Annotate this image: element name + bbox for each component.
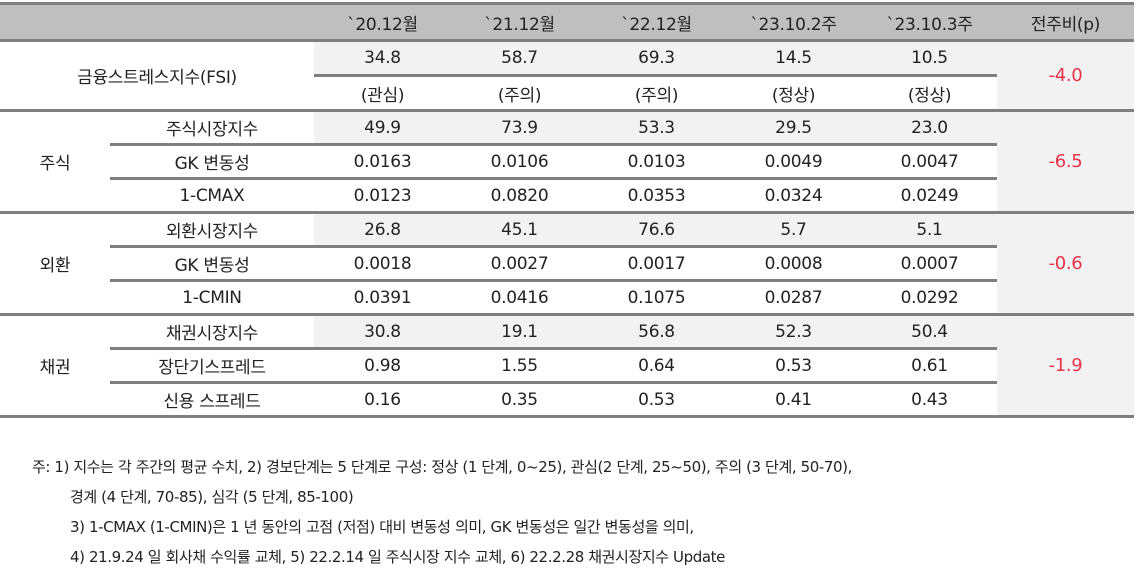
cell: 30.8 (314, 314, 451, 349)
fsi-level: (정상) (725, 74, 862, 112)
cell: 49.9 (314, 110, 451, 145)
cell: 56.8 (588, 314, 725, 349)
cell: 0.0353 (588, 177, 725, 214)
cell: 73.9 (451, 110, 588, 145)
cell: 0.35 (451, 381, 588, 418)
row-label: 장단기스프레드 (110, 347, 314, 383)
cell: 0.0049 (725, 143, 862, 179)
cell: 45.1 (451, 212, 588, 247)
cell: 0.0027 (451, 245, 588, 281)
cell: 0.0391 (314, 279, 451, 316)
table-row: 채권 채권시장지수 30.8 19.1 56.8 52.3 50.4 -1.9 (0, 314, 1134, 418)
cell: 23.0 (862, 110, 997, 145)
cell: 0.0292 (862, 279, 997, 316)
fsi-levels-row: (관심) (주의) (주의) (정상) (정상) (0, 74, 1134, 112)
cell: 0.64 (588, 347, 725, 383)
cell: 0.0123 (314, 177, 451, 214)
header-col-2212: `22.12월 (588, 2, 725, 42)
cell: 0.16 (314, 381, 451, 418)
fsi-level: (주의) (451, 74, 588, 112)
cell: 29.5 (725, 110, 862, 145)
cell: 0.43 (862, 381, 997, 418)
fsi-label: 금융스트레스지수(FSI) (0, 40, 314, 112)
group-change-stock: -6.5 (997, 110, 1134, 214)
cell: 0.0324 (725, 177, 862, 214)
table-row: 1-CMIN 0.0391 0.0416 0.1075 0.0287 0.029… (0, 279, 1134, 316)
table-row: 신용 스프레드 0.16 0.35 0.53 0.41 0.43 (0, 381, 1134, 418)
header-col-2112: `21.12월 (451, 2, 588, 42)
table-row: GK 변동성 0.0163 0.0106 0.0103 0.0049 0.004… (0, 143, 1134, 179)
cell: 1.55 (451, 347, 588, 383)
fsi-value: 58.7 (451, 40, 588, 76)
header-row: `20.12월 `21.12월 `22.12월 `23.10.2주 `23.10… (0, 2, 1134, 42)
group-label-bond: 채권 (0, 314, 110, 418)
cell: 0.0106 (451, 143, 588, 179)
footnote-line: 3) 1-CMAX (1-CMIN)은 1 년 동안의 고점 (저점) 대비 변… (70, 518, 694, 536)
footnote-line: 4) 21.9.24 일 회사채 수익률 교체, 5) 22.2.14 일 주식… (70, 548, 725, 566)
cell: 0.0103 (588, 143, 725, 179)
cell: 19.1 (451, 314, 588, 349)
fsi-level: (주의) (588, 74, 725, 112)
cell: 0.1075 (588, 279, 725, 316)
cell: 0.0163 (314, 143, 451, 179)
group-change-fx: -0.6 (997, 212, 1134, 316)
cell: 0.53 (725, 347, 862, 383)
fsi-change: -4.0 (997, 40, 1134, 112)
table-row: 장단기스프레드 0.98 1.55 0.64 0.53 0.61 (0, 347, 1134, 383)
table-row: GK 변동성 0.0018 0.0027 0.0017 0.0008 0.000… (0, 245, 1134, 281)
cell: 0.0007 (862, 245, 997, 281)
header-col-23103: `23.10.3주 (862, 2, 997, 42)
footnote-line: 주: 1) 지수는 각 주간의 평균 수치, 2) 경보단계는 5 단계로 구성… (32, 458, 852, 476)
fsi-table: `20.12월 `21.12월 `22.12월 `23.10.2주 `23.10… (0, 2, 1134, 418)
cell: 0.0017 (588, 245, 725, 281)
footnotes: 주: 1) 지수는 각 주간의 평균 수치, 2) 경보단계는 5 단계로 구성… (32, 452, 852, 572)
table-row: 1-CMAX 0.0123 0.0820 0.0353 0.0324 0.024… (0, 177, 1134, 214)
fsi-value: 34.8 (314, 40, 451, 76)
fsi-level: (관심) (314, 74, 451, 112)
header-col-23102: `23.10.2주 (725, 2, 862, 42)
row-label: GK 변동성 (110, 245, 314, 281)
group-label-fx: 외환 (0, 212, 110, 316)
cell: 53.3 (588, 110, 725, 145)
cell: 0.0820 (451, 177, 588, 214)
row-label: GK 변동성 (110, 143, 314, 179)
header-col-2012: `20.12월 (314, 2, 451, 42)
cell: 0.0018 (314, 245, 451, 281)
cell: 0.53 (588, 381, 725, 418)
row-label: 1-CMIN (110, 279, 314, 316)
row-label: 1-CMAX (110, 177, 314, 214)
row-label: 신용 스프레드 (110, 381, 314, 418)
cell: 0.0249 (862, 177, 997, 214)
group-change-bond: -1.9 (997, 314, 1134, 418)
cell: 0.0287 (725, 279, 862, 316)
cell: 0.0416 (451, 279, 588, 316)
cell: 0.98 (314, 347, 451, 383)
row-label: 주식시장지수 (165, 120, 259, 140)
cell: 5.1 (862, 212, 997, 247)
fsi-level: (정상) (862, 74, 997, 112)
cell: 5.7 (725, 212, 862, 247)
fsi-value: 69.3 (588, 40, 725, 76)
header-blank (0, 2, 314, 42)
group-label-stock: 주식 (0, 110, 110, 214)
row-label: 외환시장지수 (165, 222, 259, 242)
table-row: 주식 주식시장지수 49.9 73.9 53.3 29.5 23.0 -6.5 (0, 110, 1134, 214)
cell: 76.6 (588, 212, 725, 247)
cell: 0.61 (862, 347, 997, 383)
cell: 0.0047 (862, 143, 997, 179)
cell: 26.8 (314, 212, 451, 247)
header-col-change: 전주비(p) (997, 2, 1134, 42)
footnote-line: 경계 (4 단계, 70-85), 심각 (5 단계, 85-100) (70, 488, 354, 506)
table-row: 외환 외환시장지수 26.8 45.1 76.6 5.7 5.1 -0.6 (0, 212, 1134, 316)
fsi-value: 10.5 (862, 40, 997, 76)
fsi-values-row: 금융스트레스지수(FSI) 34.8 58.7 69.3 14.5 10.5 -… (0, 40, 1134, 112)
cell: 0.0008 (725, 245, 862, 281)
cell: 52.3 (725, 314, 862, 349)
cell: 50.4 (862, 314, 997, 349)
cell: 0.41 (725, 381, 862, 418)
fsi-value: 14.5 (725, 40, 862, 76)
row-label: 채권시장지수 (165, 324, 259, 344)
